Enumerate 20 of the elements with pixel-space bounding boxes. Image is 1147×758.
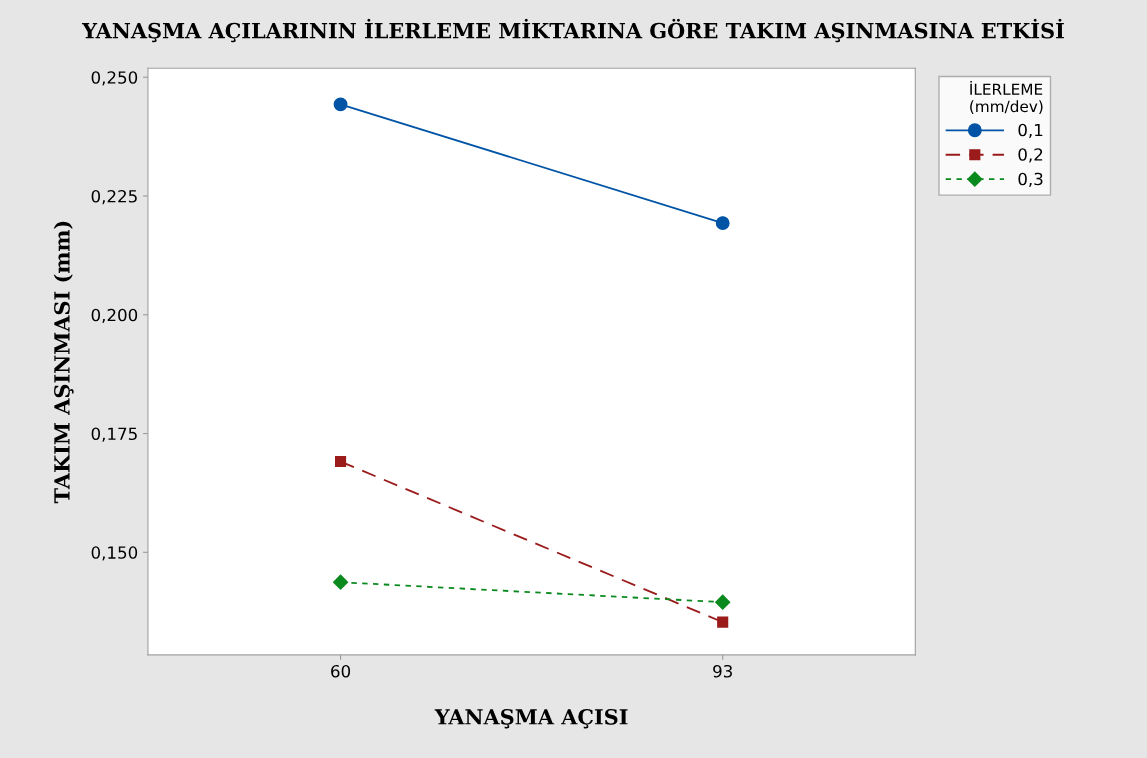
y-tick-label: 0,225 — [91, 189, 137, 205]
x-axis-title: YANAŞMA AÇISI — [434, 708, 628, 729]
y-tick-label: 0,250 — [91, 71, 138, 86]
y-tick-label: 0,175 — [91, 427, 137, 442]
legend-label: 0,3 — [1018, 172, 1043, 187]
legend-title: İLERLEME (mm/dev) — [970, 80, 1043, 114]
point — [715, 216, 730, 231]
x-tick-label: 60 — [331, 664, 351, 678]
x-tick-label: 93 — [713, 664, 732, 678]
y-axis-title: TAKIM AŞINMASI (mm) — [53, 221, 74, 504]
point — [715, 594, 731, 610]
legend-label: 0,1 — [1018, 123, 1043, 139]
y-tick-label: 0,150 — [91, 546, 138, 561]
chart-title: YANAŞMA AÇILARININ İLERLEME MİKTARINA GÖRE TAKIM AŞINMASINA ETKİSİ — [81, 18, 1064, 43]
point — [717, 616, 729, 628]
point — [332, 574, 349, 590]
point — [335, 456, 347, 468]
point — [333, 97, 348, 112]
legend-label: 0,2 — [1018, 148, 1043, 163]
y-tick-label: 0,200 — [91, 308, 138, 324]
